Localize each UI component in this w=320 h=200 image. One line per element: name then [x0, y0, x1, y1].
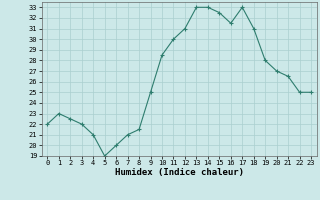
X-axis label: Humidex (Indice chaleur): Humidex (Indice chaleur) — [115, 168, 244, 177]
